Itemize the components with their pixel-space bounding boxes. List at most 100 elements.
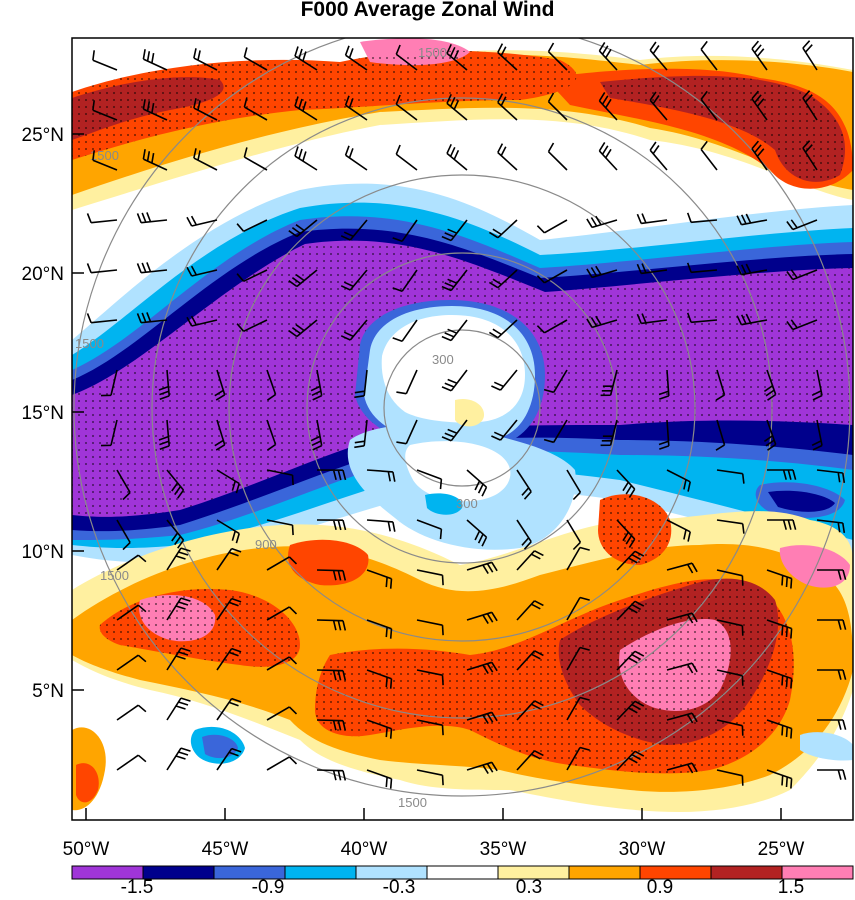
lat-label-10n: 10°N <box>22 542 64 563</box>
lat-label-15n: 15°N <box>22 403 64 424</box>
wind-barb <box>116 519 131 551</box>
wind-barb <box>649 41 668 71</box>
wind-barb <box>716 619 744 636</box>
wind-barb <box>166 547 191 571</box>
wind-barb <box>294 96 318 121</box>
wind-barb <box>166 519 185 549</box>
wind-barb <box>288 219 318 238</box>
wind-barb <box>354 419 368 449</box>
wind-barb <box>466 761 498 775</box>
wind-barb <box>686 262 718 274</box>
wind-barb <box>491 419 518 441</box>
wind-barb <box>716 669 744 686</box>
wind-barb <box>366 519 396 532</box>
wind-barb <box>586 265 618 279</box>
wind-barb <box>92 100 118 121</box>
colorbar-box <box>142 865 215 880</box>
wind-barb <box>716 519 745 534</box>
wind-barb <box>186 215 218 227</box>
colorbar-label-m1.5: -1.5 <box>121 877 154 898</box>
wind-barb <box>446 93 468 121</box>
wind-barb <box>416 669 444 686</box>
wind-barb <box>214 419 226 451</box>
wind-barb <box>441 369 468 392</box>
wind-barb <box>816 469 846 484</box>
wind-barb <box>366 619 393 639</box>
wind-barb <box>636 263 668 275</box>
wind-barb <box>446 43 468 71</box>
wind-barb <box>666 712 698 724</box>
wind-barb <box>316 519 347 531</box>
wind-barb <box>316 719 347 731</box>
wind-barb <box>766 719 793 739</box>
wind-barb <box>586 315 618 329</box>
wind-barb <box>516 700 544 721</box>
lat-label-25n: 25°N <box>22 125 64 146</box>
wind-barb <box>116 469 131 501</box>
wind-barb <box>100 369 118 397</box>
wind-barb <box>817 669 847 680</box>
wind-barb <box>636 213 668 225</box>
wind-barb <box>466 661 498 675</box>
wind-barb <box>366 719 393 739</box>
ring-label-900-left: 900 <box>255 537 277 552</box>
wind-barb <box>700 140 718 171</box>
wind-barb <box>566 469 582 501</box>
wind-barb <box>616 650 645 671</box>
wind-barb <box>616 700 645 721</box>
wind-barb <box>236 219 268 233</box>
ring-label-1500-left: 1500 <box>75 336 104 351</box>
wind-barb <box>802 140 818 171</box>
wind-barb <box>158 419 170 451</box>
wind-barb <box>266 606 298 621</box>
wind-barb <box>716 769 744 786</box>
wind-barb <box>751 90 768 121</box>
wind-barb <box>466 561 498 575</box>
wind-barb <box>416 719 444 736</box>
wind-barb <box>193 48 218 71</box>
wind-barb <box>786 319 818 331</box>
wind-barb <box>666 519 691 542</box>
wind-barb <box>488 219 518 239</box>
ring-label-1500-top: 1500 <box>418 45 447 60</box>
wind-barb <box>116 604 147 621</box>
colorbar-label-m0.3: -0.3 <box>383 877 416 898</box>
colorbar-box <box>781 865 854 880</box>
wind-barb <box>142 99 168 121</box>
wind-barb <box>142 49 168 71</box>
latitude-axis <box>72 133 84 691</box>
wind-barb <box>751 40 768 71</box>
wind-barb <box>766 769 793 789</box>
wind-barb <box>416 469 443 490</box>
plot-area: 300 300 900 1500 1500 1500 1500 1500 <box>72 38 853 820</box>
wind-barb <box>166 697 191 721</box>
lon-label-50w: 50°W <box>63 839 110 860</box>
wind-barb <box>566 696 590 721</box>
wind-barb <box>666 612 698 624</box>
wind-barb <box>766 569 793 589</box>
wind-barb <box>547 42 568 71</box>
wind-barb <box>666 562 698 574</box>
wind-barb <box>766 619 793 639</box>
wind-barb <box>566 519 582 551</box>
colorbar-label-0.9: 0.9 <box>647 877 673 898</box>
wind-barb <box>600 419 618 447</box>
colorbar-box <box>284 865 357 880</box>
wind-barb <box>598 91 618 121</box>
wind-barb <box>666 662 698 674</box>
south-positive-region <box>72 494 853 812</box>
wind-barb <box>536 319 568 334</box>
wind-barb <box>566 746 590 771</box>
wind-barb <box>266 756 298 771</box>
wind-barb <box>216 469 240 494</box>
wind-barb <box>216 647 242 671</box>
wind-barb <box>786 219 818 231</box>
wind-barb <box>751 140 768 171</box>
wind-barb <box>441 419 468 442</box>
wind-barb <box>636 313 668 325</box>
wind-barb <box>516 519 532 550</box>
wind-barb <box>216 697 242 721</box>
wind-barb <box>441 219 468 242</box>
map-title: F000 Average Zonal Wind <box>300 0 555 21</box>
